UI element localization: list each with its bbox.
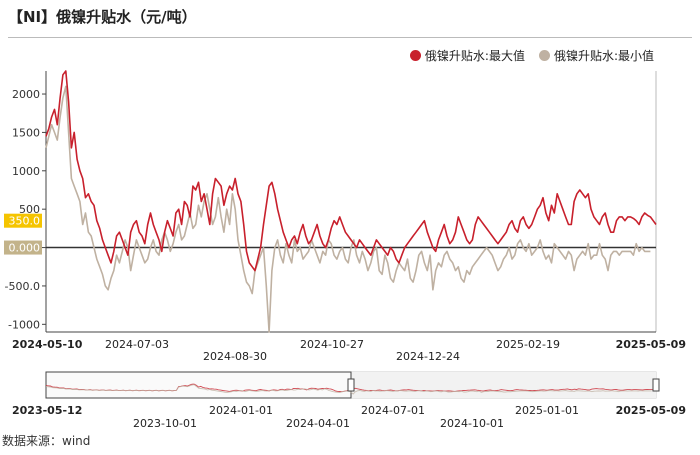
x-tick-label: 2024-12-24 [396, 350, 460, 363]
x-tick-label: 2025-02-19 [496, 338, 560, 351]
y-tick-label: -1000 [8, 318, 40, 331]
navigator-start-label: 2023-05-12 [12, 404, 82, 417]
title-divider [8, 37, 692, 38]
navigator-date-label: 2023-10-01 [133, 417, 197, 430]
navigator-date-label: 2024-10-01 [440, 417, 504, 430]
legend-item-max[interactable]: 俄镍升贴水:最大值 [409, 47, 525, 64]
data-source: 数据来源：wind [2, 434, 91, 448]
y-tick-label: 1500 [12, 126, 40, 139]
y-tick-label: 500 [19, 203, 40, 216]
x-tick-label: 2024-07-03 [105, 338, 169, 351]
y-tag-0-label: 0.000 [9, 242, 41, 255]
navigator-right-handle[interactable] [652, 378, 660, 392]
y-tick-label: 1000 [12, 165, 40, 178]
navigator-end-label: 2025-05-09 [616, 404, 686, 417]
navigator-date-label: 2025-01-01 [515, 404, 579, 417]
chart-legend: 俄镍升贴水:最大值 俄镍升贴水:最小值 [409, 47, 654, 64]
x-tick-label: 2024-08-30 [203, 350, 267, 363]
chart-title: 【NI】俄镍升贴水（元/吨） [8, 8, 197, 26]
legend-max-marker [409, 50, 421, 61]
y-tag-350-label: 350.0 [9, 215, 41, 228]
series-line-max [45, 70, 657, 272]
navigator-selected-window [351, 372, 656, 398]
y-tick-label: 2000 [12, 88, 40, 101]
x-tick-label: 2025-05-09 [616, 338, 686, 351]
navigator-date-label: 2024-07-01 [361, 404, 425, 417]
y-tick-label: -500.0 [5, 280, 40, 293]
legend-min-marker [538, 50, 550, 61]
navigator-date-label: 2024-01-01 [209, 404, 273, 417]
x-tick-label: 2024-10-27 [300, 338, 364, 351]
series-line-min [45, 85, 651, 333]
legend-max-label: 俄镍升贴水:最大值 [424, 49, 525, 63]
y-tag-0-bg [4, 240, 42, 255]
y-tag-350-bg [4, 213, 42, 228]
x-tick-label: 2024-05-10 [12, 338, 83, 351]
legend-min-label: 俄镍升贴水:最小值 [553, 49, 654, 63]
navigator-date-label: 2024-04-01 [286, 417, 350, 430]
range-navigator [45, 371, 660, 399]
navigator-left-handle[interactable] [347, 378, 355, 392]
legend-item-min[interactable]: 俄镍升贴水:最小值 [538, 47, 654, 64]
